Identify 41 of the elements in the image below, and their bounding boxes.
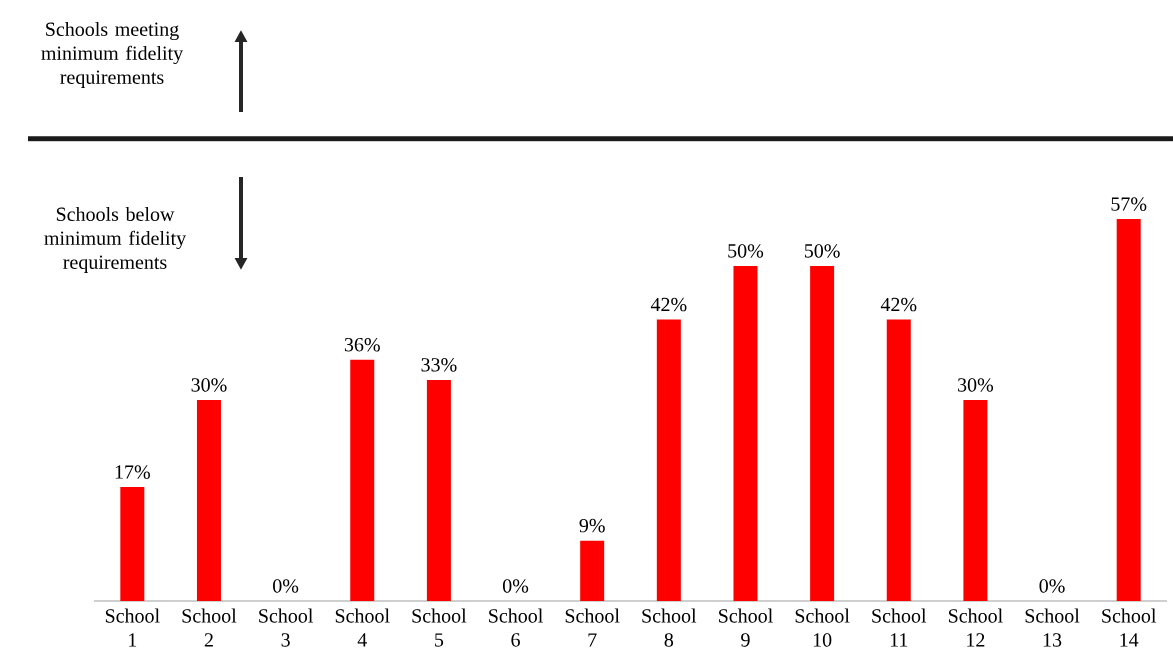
data-label: 0% [1039, 579, 1065, 593]
x-tick-label: School 2 [182, 608, 237, 647]
data-label: 30% [958, 378, 994, 392]
text: Schools meeting minimum fidelity requirements [41, 21, 184, 89]
x-tick-label: School 7 [565, 608, 620, 647]
x-tick-label: School 9 [719, 608, 773, 647]
bar [196, 399, 221, 601]
bar [426, 379, 451, 601]
data-label: 42% [650, 297, 687, 312]
x-tick-label: School 3 [259, 608, 313, 647]
annotation: Schools below minimum fidelity requirements [44, 206, 187, 274]
x-tick-label: School 4 [335, 608, 390, 647]
bar [733, 265, 758, 601]
x-tick-label: School 10 [795, 608, 850, 647]
data-label: 57% [1111, 197, 1147, 211]
data-label: 17% [115, 465, 150, 479]
data-label: 50% [804, 244, 840, 258]
bar [580, 540, 605, 601]
data-label: 33% [421, 358, 457, 372]
x-tick-label: School 14 [1102, 608, 1157, 647]
data-label: 36% [344, 337, 380, 352]
data-label: 30% [191, 378, 227, 392]
data-label: 9% [579, 518, 605, 533]
data-label: 0% [502, 579, 529, 593]
data-label: 42% [880, 297, 917, 312]
bar [350, 359, 375, 601]
x-tick-label: School 13 [1025, 608, 1080, 647]
bar [810, 265, 835, 601]
bar [120, 487, 145, 601]
x-tick-label: School 6 [489, 608, 543, 647]
bar [1116, 219, 1141, 601]
data-label: 50% [728, 244, 764, 258]
bar [656, 319, 681, 601]
x-tick-label: School 8 [642, 608, 697, 647]
bar [963, 399, 988, 601]
x-tick-label: School 12 [948, 608, 1003, 647]
x-tick-label: School 11 [872, 608, 927, 647]
x-tick-label: School 5 [412, 608, 467, 647]
data-label: 0% [273, 579, 299, 593]
x-tick-label: School 1 [105, 608, 160, 647]
bar [886, 319, 911, 601]
